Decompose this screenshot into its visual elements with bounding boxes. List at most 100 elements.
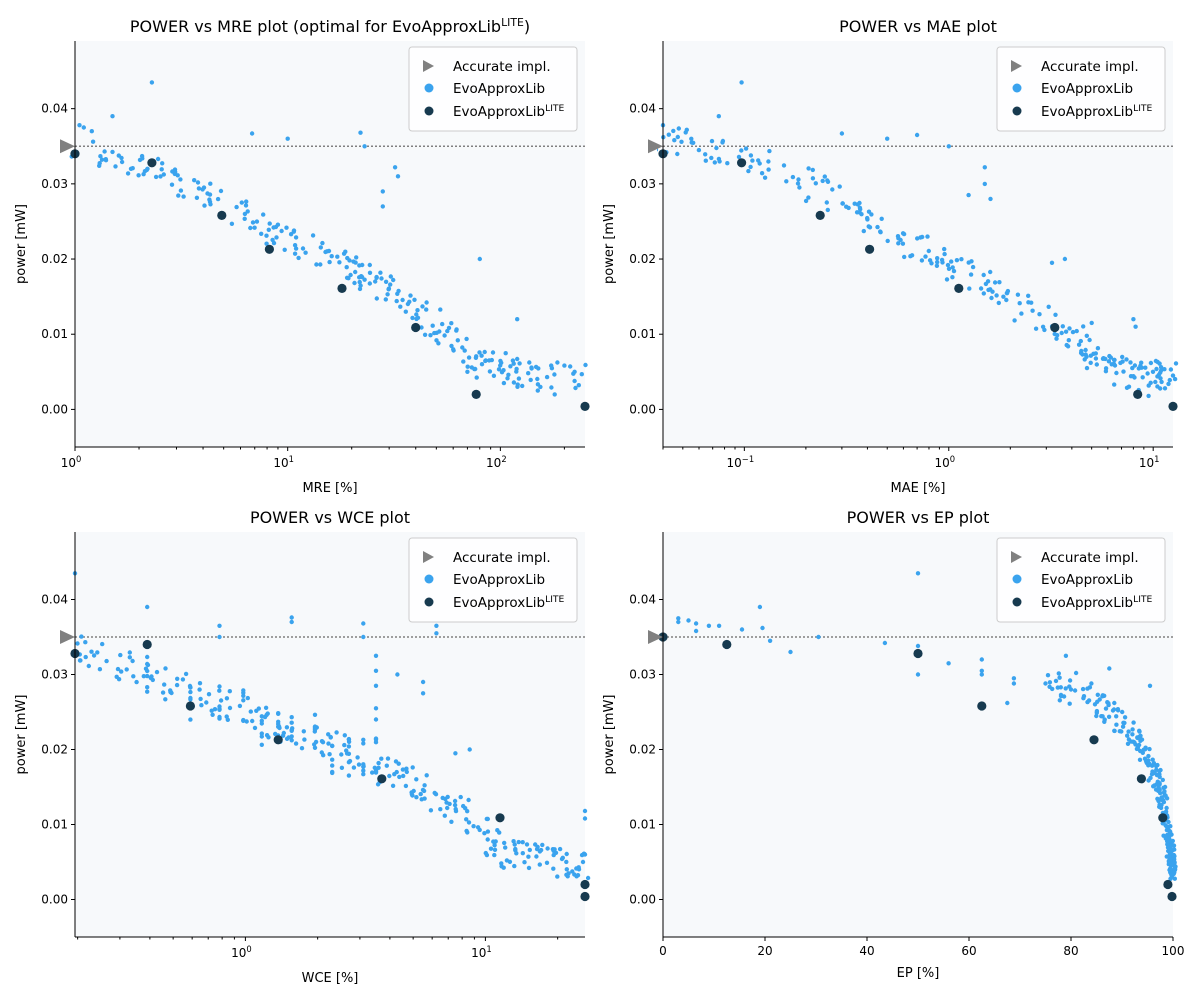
evoapproxlib-point (988, 269, 993, 275)
evoapproxlib-point (376, 765, 381, 770)
evoapproxlib-point (1163, 809, 1169, 814)
evoapproxlib-point (250, 220, 256, 225)
evoapproxlib-point (453, 806, 458, 812)
evoapproxlib-point (248, 225, 253, 231)
evoapproxlib-point (528, 377, 533, 383)
evoapproxlib-point (465, 830, 470, 835)
evoapproxlib-point (1106, 702, 1111, 708)
evoapproxlib-point (706, 623, 712, 628)
evoapproxlib-point (345, 255, 350, 261)
evoapproxlib-point (215, 196, 221, 202)
evoapproxlib-point (218, 698, 224, 703)
evoapproxlib-point (378, 270, 383, 275)
evoapproxlib-point (551, 866, 556, 871)
evoapproxlib-point (806, 166, 811, 171)
evoapproxlib-point (1169, 861, 1174, 866)
evoapproxlib-point (248, 709, 253, 714)
legend-lite-marker (424, 597, 434, 607)
evoapproxlib-point (517, 361, 522, 366)
evoapproxlib-point (465, 809, 470, 814)
evoapproxlib-point (452, 802, 458, 808)
evoapproxlib-point (128, 166, 134, 171)
evoapproxlib-point (490, 350, 496, 355)
evoapproxlib-point (825, 207, 830, 213)
evoapproxlib-point (337, 260, 342, 265)
evoapproxlib-point (434, 623, 439, 628)
evoapproxlib-point (505, 376, 510, 381)
evoapproxlib-point (1068, 687, 1074, 692)
evoapproxlib-point (200, 187, 205, 192)
chart-title-sup: LITE (501, 16, 524, 29)
evoapproxlib-point (1076, 342, 1082, 347)
evoapproxlib-point (1047, 684, 1052, 689)
evoapproxlib-point (1119, 729, 1124, 734)
evoapproxlib-point (444, 800, 449, 805)
evoapproxlib-point (942, 246, 947, 252)
evoapproxlib-point (440, 321, 445, 327)
evoapproxlib-point (145, 668, 150, 674)
evoapproxlib-point (1094, 362, 1100, 367)
x-tick-label: 101 (471, 944, 492, 960)
evoapproxlib-point (966, 192, 971, 198)
evoapproxlib-point (318, 245, 323, 250)
evoapproxlib-point (1081, 694, 1087, 699)
evoapproxlib-point (176, 193, 181, 198)
evoapproxlib-point (1139, 365, 1144, 370)
evoapproxlib-point (370, 770, 375, 775)
evoapproxlib-point (357, 279, 362, 285)
evoapproxlib-point (237, 703, 243, 709)
evoapproxlib-point (1106, 359, 1112, 364)
evoapproxlib-lite-point (273, 735, 283, 745)
evoapproxlib-point (175, 676, 180, 681)
legend-evo-marker (1012, 83, 1022, 93)
evoapproxlib-point (418, 791, 423, 797)
evoapproxlib-point (1070, 329, 1076, 335)
y-axis-label: power [mW] (602, 204, 617, 284)
evoapproxlib-point (901, 231, 907, 237)
evoapproxlib-point (239, 200, 244, 205)
evoapproxlib-point (1004, 297, 1009, 303)
evoapproxlib-point (412, 297, 417, 302)
evoapproxlib-point (204, 700, 209, 705)
legend-accurate-marker (423, 551, 434, 563)
evoapproxlib-point (254, 708, 259, 713)
evoapproxlib-point (927, 258, 933, 263)
x-tick-label: 20 (757, 944, 772, 958)
y-axis-label: power [mW] (602, 695, 617, 775)
evoapproxlib-point (467, 747, 472, 752)
evoapproxlib-point (1073, 670, 1079, 676)
evoapproxlib-point (781, 163, 787, 168)
evoapproxlib-point (564, 867, 569, 872)
evoapproxlib-point (934, 263, 940, 268)
evoapproxlib-point (1151, 761, 1157, 766)
x-tick-exp: 1 (486, 944, 491, 954)
evoapproxlib-point (1114, 714, 1119, 719)
evoapproxlib-point (178, 188, 184, 193)
legend: Accurate impl.EvoApproxLibEvoApproxLibLI… (996, 46, 1166, 132)
evoapproxlib-point (582, 808, 588, 814)
chart-title-text: POWER vs EP plot (847, 508, 990, 527)
evoapproxlib-point (1114, 370, 1119, 376)
evoapproxlib-point (1089, 320, 1094, 326)
evoapproxlib-point (1162, 386, 1168, 391)
evoapproxlib-point (250, 718, 255, 724)
evoapproxlib-point (946, 144, 951, 149)
evoapproxlib-point (562, 363, 567, 368)
evoapproxlib-point (915, 571, 921, 576)
y-axis-label: power [mW] (14, 204, 29, 284)
evoapproxlib-point (145, 685, 150, 690)
evoapproxlib-point (1102, 719, 1107, 724)
evoapproxlib-point (736, 154, 742, 160)
evoapproxlib-lite-point (1158, 813, 1168, 823)
evoapproxlib-point (1126, 729, 1131, 734)
evoapproxlib-point (918, 235, 923, 240)
evoapproxlib-point (1054, 336, 1059, 341)
evoapproxlib-point (351, 765, 357, 770)
evoapproxlib-point (289, 734, 294, 739)
evoapproxlib-point (516, 376, 522, 381)
evoapproxlib-point (1168, 866, 1174, 872)
x-tick-label: 102 (486, 454, 507, 470)
evoapproxlib-point (535, 376, 540, 382)
evoapproxlib-point (534, 854, 539, 859)
